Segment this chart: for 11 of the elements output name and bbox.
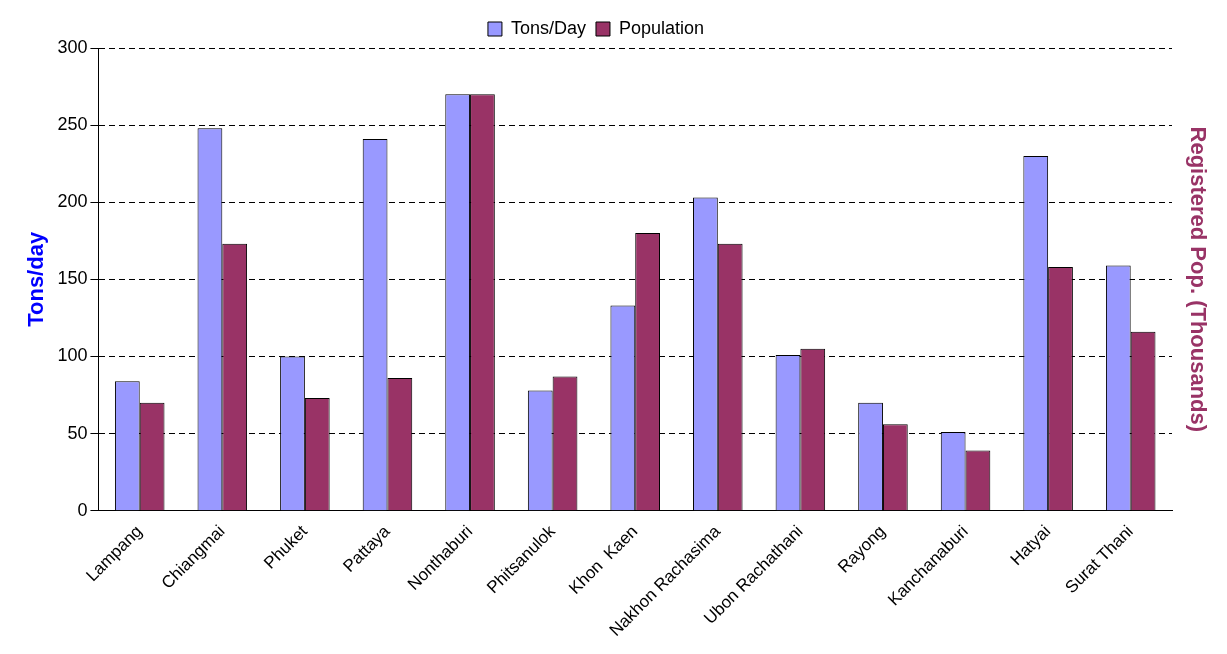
y-tick-label: 300 (57, 36, 88, 57)
legend-label: Population (618, 17, 705, 38)
y-tick-label: 250 (57, 114, 88, 135)
y-tick-label: 100 (57, 345, 88, 366)
y-tick-label: 50 (67, 422, 88, 443)
legend-label: Tons/Day (510, 17, 586, 38)
y-tick-label: 150 (57, 268, 88, 289)
y-tick-label: 0 (77, 499, 88, 520)
y-axis-title: Tons/day (23, 231, 49, 327)
y-tick-label: 200 (57, 191, 88, 212)
y2-axis-title: Registered Pop. (Thousands) (1185, 126, 1211, 433)
